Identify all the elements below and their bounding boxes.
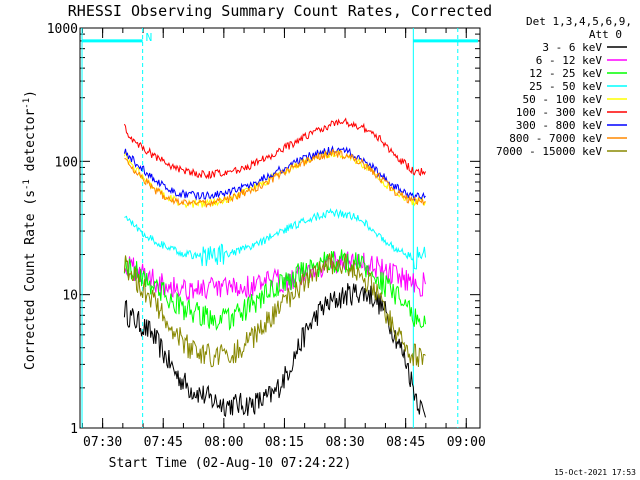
y-axis-label-part1: Corrected Count Rate (s xyxy=(23,190,38,370)
x-axis-label: Start Time (02-Aug-10 07:24:22) xyxy=(109,456,352,471)
x-tick-label: 08:30 xyxy=(325,435,364,450)
x-tick-label: 09:00 xyxy=(447,435,486,450)
y-tick-label: 1000 xyxy=(47,22,78,37)
y-axis-label-exp2: -1 xyxy=(22,98,32,109)
y-axis-label: Corrected Count Rate (s-1 detector-1) xyxy=(22,90,38,370)
legend-header-line2: Att 0 xyxy=(589,28,622,41)
plot-frame xyxy=(79,27,481,429)
series-line xyxy=(123,117,426,180)
legend-label: 800 - 7000 keV xyxy=(509,132,602,145)
series-line xyxy=(123,249,426,331)
y-tick-label: 10 xyxy=(62,289,78,304)
series-line xyxy=(123,253,426,368)
legend-label: 50 - 100 keV xyxy=(523,93,603,106)
x-tick-label: 07:30 xyxy=(83,435,122,450)
y-axis-label-part3: ) xyxy=(23,90,38,98)
plot-area: 1 10 100 1000 07:30 07:45 08:00 08:15 08:30 08:45… xyxy=(47,22,486,450)
x-tick-label: 07:45 xyxy=(144,435,183,450)
night-marker-label: N xyxy=(146,31,153,44)
legend-label: 7000 - 15000 keV xyxy=(496,145,602,158)
legend-label: 6 - 12 keV xyxy=(536,54,603,67)
series-line xyxy=(124,207,426,270)
y-tick-label: 1 xyxy=(70,422,78,437)
series-line xyxy=(123,251,426,302)
legend-label: 3 - 6 keV xyxy=(542,41,602,54)
chart-title: RHESSI Observing Summary Count Rates, Co… xyxy=(68,2,492,20)
series-line xyxy=(124,149,426,208)
series-line xyxy=(123,145,426,202)
y-axis-label-part2: detector xyxy=(23,109,38,180)
x-tick-label: 08:45 xyxy=(386,435,425,450)
y-tick-label: 100 xyxy=(55,155,78,170)
legend-label: 12 - 25 keV xyxy=(529,67,602,80)
legend-header-line1: Det 1,3,4,5,6,9, xyxy=(526,15,632,28)
y-axis-label-exp1: -1 xyxy=(22,179,32,190)
legend-label: 25 - 50 keV xyxy=(529,80,602,93)
legend-label: 100 - 300 keV xyxy=(516,106,602,119)
footer-timestamp: 15-Oct-2021 17:53 xyxy=(554,468,636,477)
x-tick-label: 08:00 xyxy=(204,435,243,450)
x-tick-label: 08:15 xyxy=(265,435,304,450)
legend-label: 300 - 800 keV xyxy=(516,119,602,132)
